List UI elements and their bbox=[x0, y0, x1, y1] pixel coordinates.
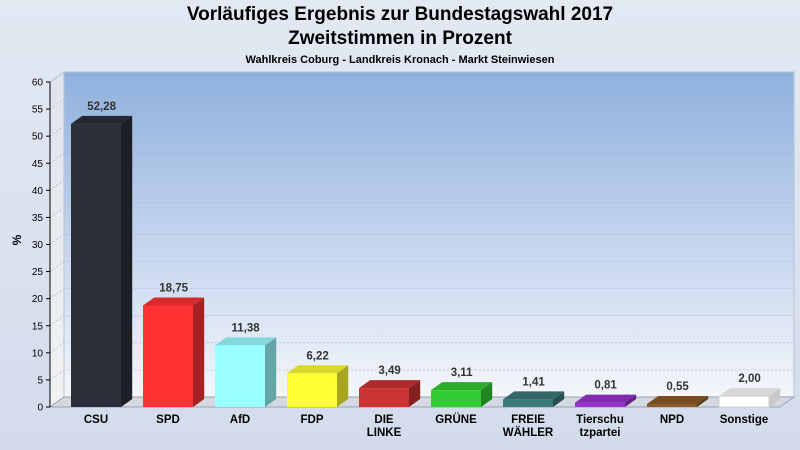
data-label: 2,00 bbox=[738, 373, 760, 385]
y-tick-label: 60 bbox=[32, 78, 44, 89]
y-tick-label: 15 bbox=[32, 321, 44, 332]
data-label: 6,22 bbox=[306, 350, 328, 362]
y-tick-label: 5 bbox=[37, 375, 43, 386]
x-tick-label: FDP bbox=[301, 414, 324, 426]
data-label: 11,38 bbox=[232, 322, 261, 334]
x-tick-label: Tierschu bbox=[576, 414, 624, 426]
data-label: 18,75 bbox=[159, 282, 188, 294]
data-label: 1,41 bbox=[522, 376, 545, 388]
x-tick-label: GRÜNE bbox=[435, 413, 477, 426]
bar bbox=[143, 297, 205, 407]
x-tick-label: Sonstige bbox=[720, 414, 769, 426]
bar bbox=[287, 365, 349, 407]
y-tick-label: 20 bbox=[32, 294, 44, 305]
y-tick-label: 40 bbox=[32, 186, 44, 197]
bars: 52,28 18,75 11,38 6,22 3,49 3,11 1,41 0,81 0,55 2… bbox=[71, 101, 781, 408]
y-tick-label: 25 bbox=[32, 267, 44, 278]
y-tick-label: 0 bbox=[37, 403, 43, 414]
data-label: 3,11 bbox=[451, 367, 473, 379]
y-tick-label: 50 bbox=[32, 132, 44, 143]
data-label: 0,81 bbox=[594, 380, 617, 392]
bar bbox=[71, 115, 133, 408]
data-label: 3,49 bbox=[378, 365, 400, 377]
x-tick-label: AfD bbox=[230, 414, 250, 426]
bar bbox=[503, 391, 565, 407]
x-tick-label: LINKE bbox=[367, 427, 402, 439]
bar bbox=[718, 388, 781, 408]
y-tick-label: 30 bbox=[32, 240, 44, 251]
bar bbox=[359, 380, 421, 407]
bar bbox=[647, 396, 709, 407]
gridlines bbox=[49, 71, 794, 381]
x-tick-label: DIE bbox=[374, 414, 394, 426]
y-tick-label: 55 bbox=[32, 105, 44, 116]
data-label: 0,55 bbox=[666, 381, 689, 393]
x-tick-label: FREIE bbox=[511, 414, 545, 426]
bar bbox=[215, 337, 277, 407]
y-axis-label: % bbox=[10, 234, 24, 245]
x-tick-label: WÄHLER bbox=[503, 426, 554, 439]
chart-subtitle: Zweitstimmen in Prozent bbox=[288, 28, 512, 49]
x-tick-label: SPD bbox=[156, 414, 180, 426]
y-tick-label: 45 bbox=[32, 159, 44, 170]
x-tick-label: CSU bbox=[84, 414, 108, 426]
chart-title: Vorläufiges Ergebnis zur Bundestagswahl … bbox=[186, 4, 614, 25]
y-axis: 0 5 10 15 20 25 30 35 40 45 50 55 60 bbox=[32, 78, 51, 414]
data-label: 52,28 bbox=[87, 101, 116, 113]
y-tick-label: 10 bbox=[32, 348, 44, 359]
x-tick-label: tzpartei bbox=[580, 427, 621, 439]
x-tick-label: NPD bbox=[660, 414, 684, 426]
chart-region-subtitle: Wahlkreis Coburg - Landkreis Kronach - M… bbox=[245, 54, 555, 66]
bar bbox=[431, 382, 493, 407]
y-tick-label: 35 bbox=[32, 213, 44, 224]
bar bbox=[575, 394, 637, 407]
